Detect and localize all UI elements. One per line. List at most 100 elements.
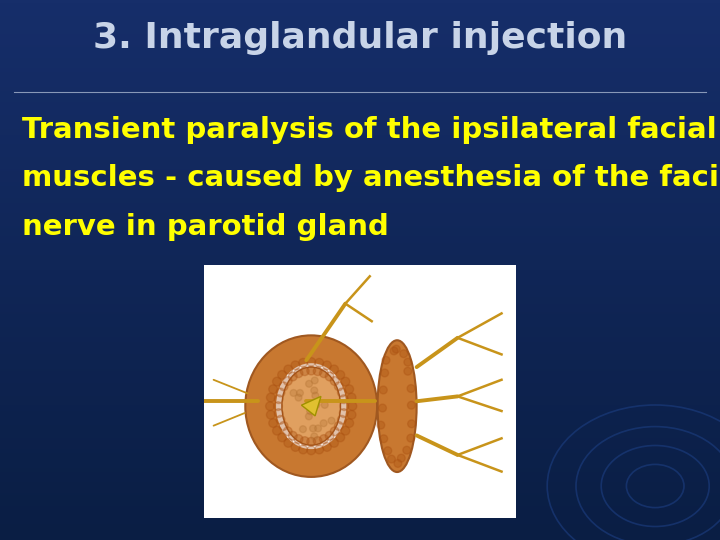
- Circle shape: [313, 367, 322, 376]
- Circle shape: [300, 437, 309, 445]
- Circle shape: [379, 404, 387, 412]
- Circle shape: [330, 376, 339, 386]
- Ellipse shape: [377, 340, 417, 472]
- Circle shape: [291, 361, 300, 370]
- Circle shape: [345, 385, 354, 394]
- Circle shape: [295, 394, 302, 401]
- Circle shape: [407, 434, 415, 442]
- Circle shape: [315, 425, 321, 432]
- Circle shape: [377, 421, 384, 429]
- Circle shape: [313, 401, 320, 408]
- Circle shape: [313, 437, 322, 445]
- Circle shape: [294, 369, 303, 377]
- Circle shape: [347, 393, 356, 402]
- Circle shape: [320, 435, 328, 443]
- Circle shape: [297, 389, 303, 396]
- Circle shape: [404, 358, 412, 366]
- Circle shape: [291, 443, 300, 451]
- Circle shape: [408, 401, 415, 409]
- Circle shape: [276, 415, 285, 424]
- Circle shape: [394, 460, 402, 467]
- Circle shape: [307, 366, 315, 375]
- Circle shape: [407, 384, 415, 393]
- Ellipse shape: [246, 335, 377, 477]
- Circle shape: [336, 433, 345, 442]
- Circle shape: [348, 402, 356, 410]
- Circle shape: [379, 386, 387, 394]
- Circle shape: [384, 447, 392, 455]
- Circle shape: [284, 376, 292, 386]
- Circle shape: [306, 380, 312, 387]
- FancyBboxPatch shape: [204, 265, 516, 518]
- Circle shape: [392, 345, 400, 353]
- Circle shape: [266, 393, 275, 402]
- Circle shape: [345, 418, 354, 428]
- Circle shape: [408, 420, 415, 428]
- Circle shape: [284, 427, 292, 436]
- Circle shape: [278, 370, 287, 379]
- Circle shape: [289, 431, 297, 440]
- Circle shape: [380, 435, 387, 443]
- Circle shape: [299, 445, 307, 454]
- Circle shape: [321, 402, 328, 408]
- Circle shape: [387, 455, 395, 463]
- Circle shape: [289, 372, 297, 381]
- Circle shape: [320, 369, 328, 377]
- Circle shape: [334, 422, 343, 430]
- Circle shape: [339, 409, 348, 417]
- Circle shape: [330, 365, 338, 374]
- Circle shape: [273, 377, 282, 386]
- Circle shape: [403, 446, 410, 454]
- Circle shape: [315, 359, 323, 367]
- Circle shape: [294, 435, 303, 443]
- Circle shape: [328, 417, 335, 424]
- Text: nerve in parotid gland: nerve in parotid gland: [22, 213, 389, 241]
- Circle shape: [315, 445, 323, 454]
- Circle shape: [397, 454, 405, 462]
- Circle shape: [325, 372, 334, 381]
- Circle shape: [269, 385, 278, 394]
- Circle shape: [274, 395, 283, 403]
- Circle shape: [305, 413, 312, 420]
- Circle shape: [338, 388, 346, 397]
- Circle shape: [382, 356, 390, 364]
- Circle shape: [279, 422, 288, 430]
- Circle shape: [340, 402, 348, 410]
- Circle shape: [273, 426, 282, 435]
- Circle shape: [310, 425, 317, 432]
- Circle shape: [400, 350, 408, 357]
- Circle shape: [312, 392, 319, 399]
- Circle shape: [323, 361, 331, 370]
- Circle shape: [279, 382, 288, 391]
- Circle shape: [300, 426, 307, 433]
- Circle shape: [311, 433, 318, 440]
- Circle shape: [334, 382, 343, 391]
- Circle shape: [269, 418, 278, 428]
- Circle shape: [266, 402, 274, 410]
- Text: muscles - caused by anesthesia of the facial: muscles - caused by anesthesia of the fa…: [22, 164, 720, 192]
- Circle shape: [290, 389, 297, 396]
- Text: 3. Intraglandular injection: 3. Intraglandular injection: [93, 21, 627, 55]
- Circle shape: [307, 408, 313, 415]
- Circle shape: [338, 415, 346, 424]
- Circle shape: [341, 377, 350, 386]
- Circle shape: [274, 402, 282, 410]
- Circle shape: [330, 438, 338, 447]
- Circle shape: [276, 388, 285, 397]
- Circle shape: [307, 437, 315, 446]
- Circle shape: [284, 438, 293, 447]
- Circle shape: [274, 409, 283, 417]
- Circle shape: [336, 370, 345, 379]
- Circle shape: [390, 347, 398, 355]
- Circle shape: [339, 395, 348, 403]
- Circle shape: [307, 357, 315, 366]
- Circle shape: [323, 443, 331, 451]
- Circle shape: [308, 401, 315, 408]
- Circle shape: [347, 410, 356, 419]
- Circle shape: [284, 365, 293, 374]
- Circle shape: [404, 367, 412, 375]
- Ellipse shape: [276, 363, 346, 449]
- Circle shape: [311, 377, 318, 384]
- Circle shape: [278, 433, 287, 442]
- Circle shape: [307, 446, 315, 455]
